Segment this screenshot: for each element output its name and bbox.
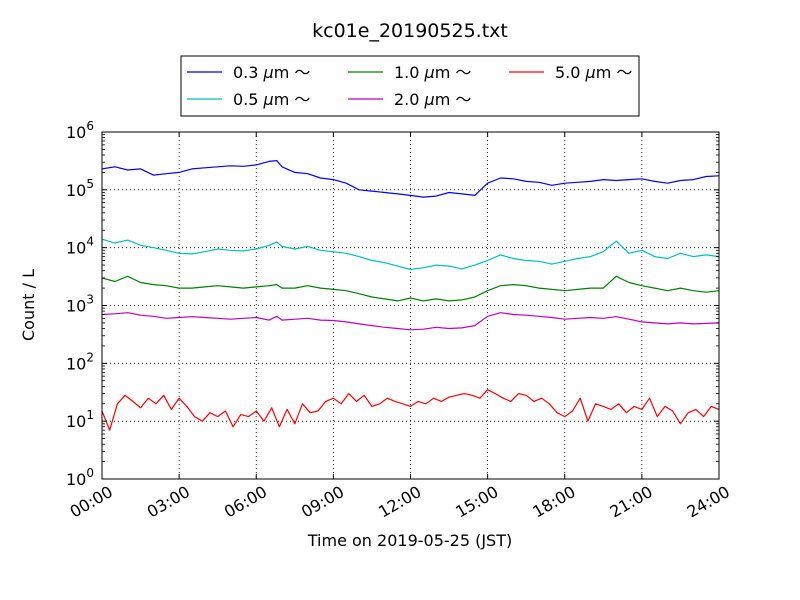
x-tick-label: 09:00: [298, 482, 347, 522]
series-line-1: [101, 160, 720, 198]
legend-label: 0.5 μm ～: [233, 90, 310, 109]
y-tick-label: 100: [66, 466, 94, 489]
legend-label: 1.0 μm ～: [394, 63, 471, 82]
y-tick-label: 102: [66, 350, 94, 373]
chart-title: kc01e_20190525.txt: [312, 20, 508, 42]
y-tick-label: 104: [66, 235, 94, 258]
legend-label: 2.0 μm ～: [394, 90, 471, 109]
x-tick-label: 06:00: [221, 482, 270, 522]
x-tick-label: 15:00: [452, 482, 501, 522]
series-line-2: [101, 238, 720, 271]
series-line-5: [101, 389, 720, 431]
y-tick-label: 101: [66, 408, 94, 431]
x-tick-labels: 00:00 03:00 06:00 09:00 12:00 15:00 18:00 21:00…: [67, 482, 733, 522]
y-axis-label: Count / L: [19, 269, 38, 341]
x-tick-label: 24:00: [684, 482, 733, 522]
legend-label: 0.3 μm ～: [233, 63, 310, 82]
series-layer: [101, 160, 720, 431]
x-tick-label: 21:00: [606, 482, 655, 522]
x-tick-label: 12:00: [375, 482, 424, 522]
y-tick-label: 106: [66, 119, 94, 142]
x-tick-label: 03:00: [144, 482, 193, 522]
legend: 0.3 μm ～ 0.5 μm ～ 1.0 μm ～ 2.0 μm ～ 5.0 μm ～: [180, 55, 640, 117]
x-tick-label: 18:00: [529, 482, 578, 522]
legend-label: 5.0 μm ～: [555, 63, 632, 82]
y-tick-label: 105: [66, 177, 94, 200]
y-tick-labels: 100 101 102 103 104 105 106: [66, 119, 94, 489]
tick-marks: [101, 131, 720, 480]
series-line-3: [101, 275, 720, 302]
x-axis-label: Time on 2019-05-25 (JST): [307, 531, 512, 550]
series-line-4: [101, 312, 720, 331]
grid-lines: [102, 132, 719, 479]
legend-box: [180, 55, 640, 117]
y-tick-label: 103: [66, 293, 94, 316]
